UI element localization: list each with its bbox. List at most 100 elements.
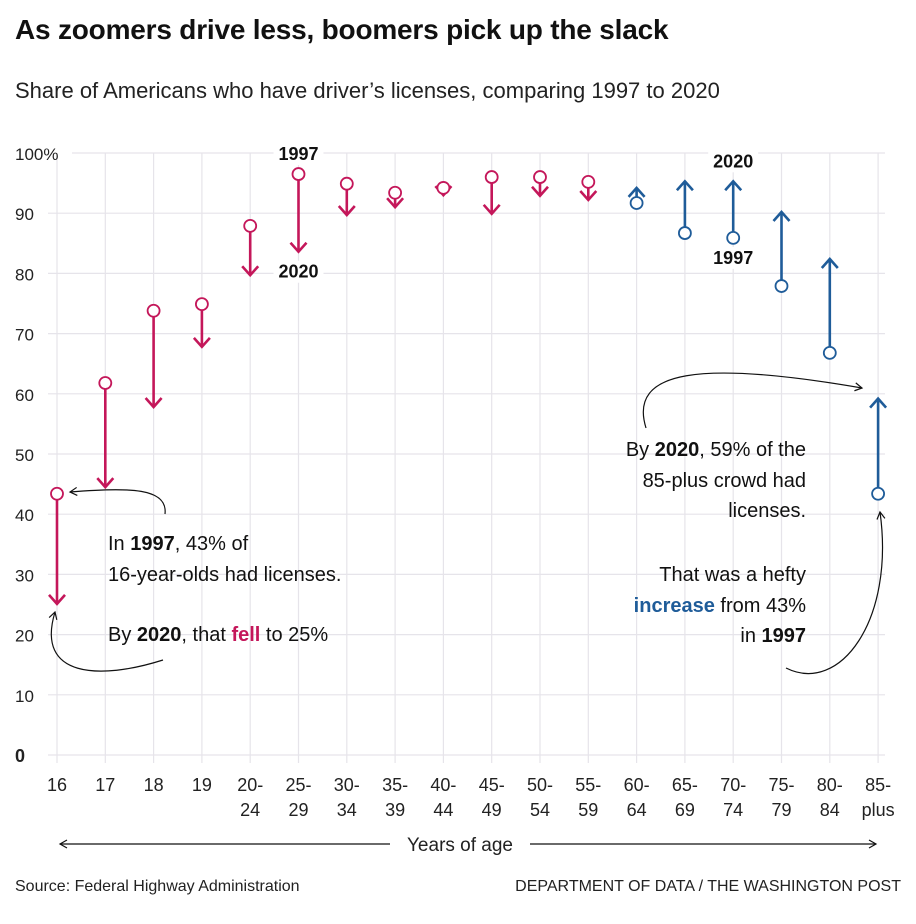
point-1997 bbox=[339, 176, 354, 191]
x-tick-label: 60- bbox=[624, 775, 650, 795]
increase-arrow-mark bbox=[820, 256, 839, 360]
point-1997 bbox=[581, 174, 596, 189]
point-1997 bbox=[146, 303, 161, 318]
y-tick-label-bg bbox=[12, 201, 38, 224]
point-1997 bbox=[484, 170, 499, 184]
y-tick-label-bg bbox=[12, 381, 38, 404]
arrow-head bbox=[144, 397, 163, 410]
chart-subtitle: Share of Americans who have driver’s lic… bbox=[15, 78, 720, 103]
x-tick-label: 75- bbox=[768, 775, 794, 795]
series-label-bg bbox=[708, 150, 759, 173]
x-tick-label: 40- bbox=[430, 775, 456, 795]
y-tick-label-bg bbox=[12, 261, 38, 284]
series-label-bg bbox=[273, 260, 324, 283]
ann-text: in bbox=[740, 625, 762, 647]
x-tick-label: 85- bbox=[865, 775, 891, 795]
callout-arrow-1997-16 bbox=[68, 486, 166, 515]
y-tick-label: 30 bbox=[15, 566, 34, 585]
decrease-arrow-mark bbox=[337, 176, 356, 217]
ann-text: In bbox=[108, 533, 131, 555]
arrow-head bbox=[579, 190, 598, 202]
arrow-head bbox=[627, 185, 646, 198]
series-label-1997: 1997 bbox=[713, 248, 753, 268]
increase-arrow-mark bbox=[675, 179, 694, 240]
ann-text: licenses. bbox=[728, 500, 806, 522]
decrease-arrow-mark bbox=[144, 303, 163, 410]
callout-arrow-1997-85plus bbox=[785, 510, 886, 675]
y-tick-label-bg bbox=[12, 502, 38, 525]
x-tick-label: 84 bbox=[820, 800, 840, 820]
point-1997 bbox=[678, 226, 692, 240]
annotation-16-2020: By 2020, that fell to 25% bbox=[108, 620, 328, 651]
y-tick-label-bg bbox=[12, 321, 38, 344]
ann-year: 1997 bbox=[130, 533, 175, 555]
x-tick-label: 20- bbox=[237, 775, 263, 795]
increase-arrow-mark bbox=[772, 210, 791, 293]
x-tick-label: 55- bbox=[575, 775, 601, 795]
decrease-arrow-mark bbox=[482, 170, 501, 216]
x-tick-label: 50- bbox=[527, 775, 553, 795]
x-tick-label: 19 bbox=[192, 775, 212, 795]
x-tick-label: 39 bbox=[385, 800, 405, 820]
arrow-head bbox=[724, 179, 743, 192]
x-tick-label: 70- bbox=[720, 775, 746, 795]
point-1997 bbox=[629, 196, 644, 210]
point-1997 bbox=[822, 345, 837, 360]
arrow-head bbox=[869, 396, 888, 409]
arrow-head bbox=[48, 594, 66, 606]
y-tick-label: 10 bbox=[15, 687, 34, 706]
arrow-head bbox=[96, 477, 115, 490]
y-tick-label-bg bbox=[12, 141, 58, 163]
ann-fell: fell bbox=[231, 624, 261, 646]
arrow-head bbox=[337, 205, 356, 217]
arrow-head bbox=[289, 241, 308, 254]
increase-arrow-mark bbox=[724, 179, 743, 245]
y-tick-label: 100% bbox=[15, 145, 58, 164]
x-tick-label: 79 bbox=[771, 800, 791, 820]
ann-text: to 25% bbox=[260, 624, 329, 646]
y-tick-label: 90 bbox=[15, 205, 34, 224]
y-tick-label: 40 bbox=[15, 506, 34, 525]
point-1997 bbox=[774, 279, 789, 293]
ann-text: , 59% of the bbox=[699, 439, 806, 461]
decrease-arrow-mark bbox=[531, 170, 549, 198]
source-note: Source: Federal Highway Administration bbox=[15, 878, 300, 895]
arrow-head bbox=[772, 210, 791, 222]
callout-arrow-2020-16 bbox=[48, 610, 164, 672]
decrease-arrow-mark bbox=[386, 185, 405, 210]
ann-year: 1997 bbox=[761, 625, 807, 647]
series-label-1997: 1997 bbox=[278, 144, 318, 164]
x-tick-label: 74 bbox=[723, 800, 743, 820]
y-tick-label: 20 bbox=[15, 627, 34, 646]
y-tick-label: 70 bbox=[15, 326, 34, 345]
x-tick-label: 30- bbox=[334, 775, 360, 795]
arrow-head bbox=[386, 197, 405, 210]
chart-title: As zoomers drive less, boomers pick up t… bbox=[15, 14, 669, 45]
ann-text: That was a hefty bbox=[659, 564, 806, 586]
y-tick-label-bg bbox=[12, 562, 38, 585]
series-label-2020: 2020 bbox=[278, 262, 318, 282]
x-tick-label: 65- bbox=[672, 775, 698, 795]
y-tick-label: 0 bbox=[15, 746, 25, 766]
point-1997 bbox=[194, 297, 209, 312]
ann-text: By bbox=[108, 624, 137, 646]
x-tick-label: plus bbox=[862, 800, 895, 820]
ann-text: 16-year-olds had licenses. bbox=[108, 563, 342, 586]
x-tick-label: 18 bbox=[144, 775, 164, 795]
x-tick-label: 34 bbox=[337, 800, 357, 820]
y-tick-label-bg bbox=[12, 682, 38, 705]
decrease-arrow-mark bbox=[96, 376, 115, 490]
arrow-head bbox=[192, 336, 211, 349]
x-tick-label: 24 bbox=[240, 800, 260, 820]
y-tick-label-bg bbox=[12, 622, 38, 645]
ann-year: 2020 bbox=[654, 439, 700, 461]
ann-text: , 43% of bbox=[174, 533, 249, 555]
x-tick-label: 69 bbox=[675, 800, 695, 820]
point-1997 bbox=[871, 486, 885, 501]
point-1997 bbox=[50, 486, 64, 501]
x-axis-title: Years of age bbox=[407, 835, 513, 856]
x-tick-label: 64 bbox=[627, 800, 647, 820]
arrow-head bbox=[675, 179, 694, 192]
point-1997 bbox=[291, 167, 306, 181]
series-label-bg bbox=[708, 246, 759, 269]
